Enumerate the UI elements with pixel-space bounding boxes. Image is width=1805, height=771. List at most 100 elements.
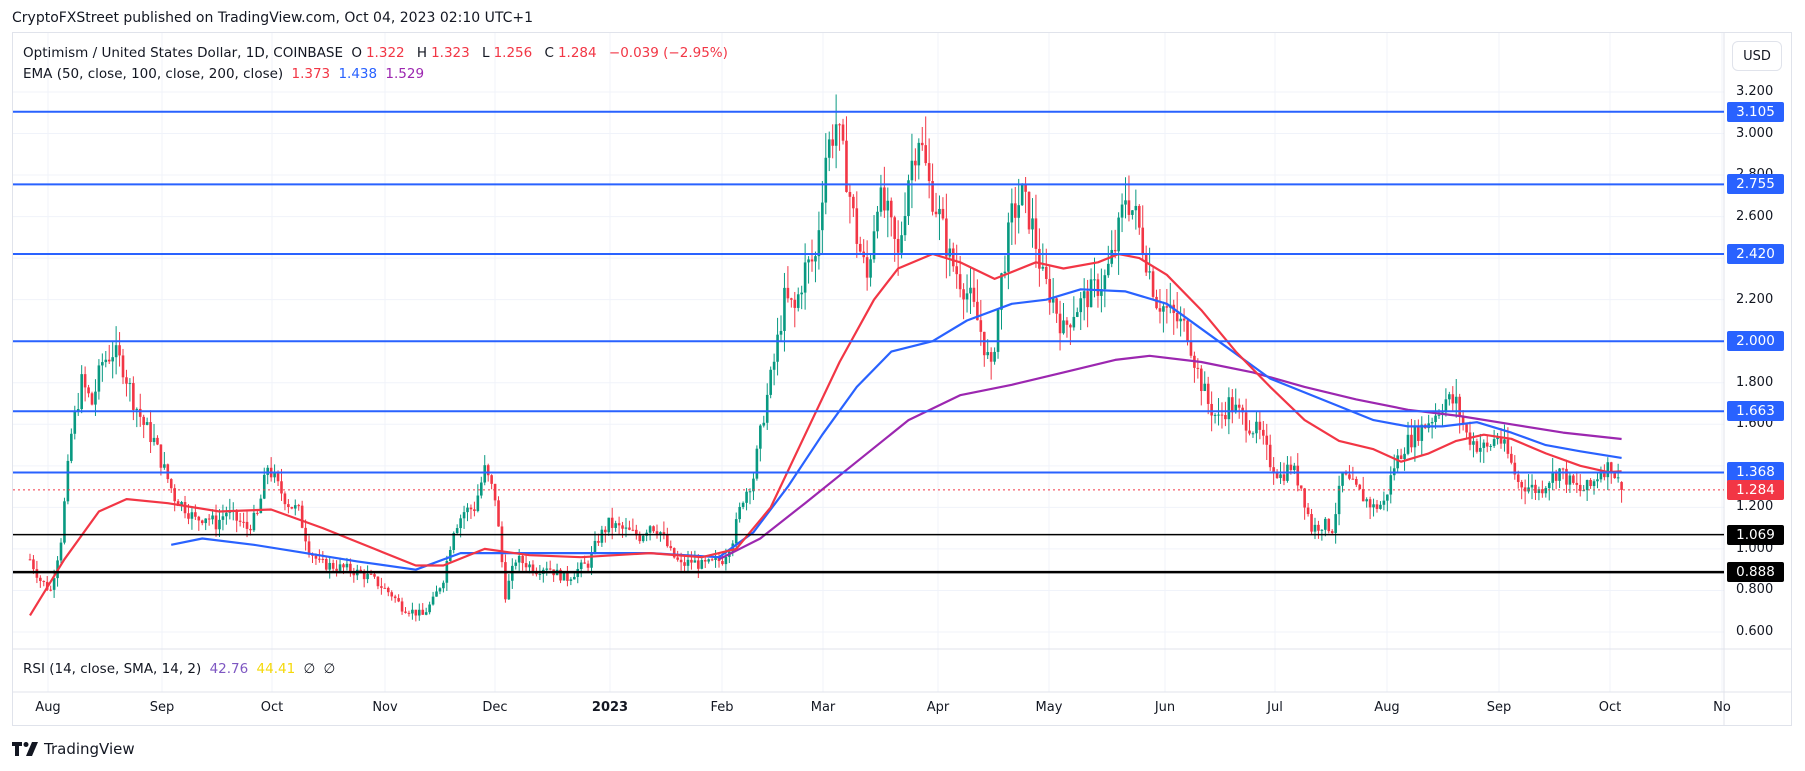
candle-body xyxy=(163,464,166,468)
candle-body xyxy=(652,526,655,532)
candle-body xyxy=(531,564,535,573)
high-label: H xyxy=(416,45,428,61)
candle-body xyxy=(149,422,152,443)
candle-body xyxy=(262,474,266,499)
candle-body xyxy=(173,488,176,502)
candle-body xyxy=(886,200,890,211)
candle-body xyxy=(128,383,132,385)
candle-body xyxy=(1379,504,1382,509)
candle-body xyxy=(221,516,225,520)
candle-body xyxy=(1086,291,1089,308)
candle-body xyxy=(1565,468,1568,485)
price-tick: 3.000 xyxy=(1736,125,1774,141)
candle-body xyxy=(94,391,97,405)
candle-body xyxy=(1575,482,1579,485)
candle-body xyxy=(1024,184,1027,192)
candle-body xyxy=(838,124,841,126)
candle-body xyxy=(1137,205,1141,228)
candle-body xyxy=(1189,341,1193,356)
candle-body xyxy=(824,157,828,203)
candle-body xyxy=(796,294,800,308)
candle-body xyxy=(273,472,276,478)
candle-body xyxy=(335,568,338,571)
candle-body xyxy=(765,394,769,423)
candle-body xyxy=(573,576,576,580)
candle-body xyxy=(900,235,903,253)
candle-body xyxy=(159,444,163,468)
candle-body xyxy=(1293,465,1296,471)
candle-body xyxy=(524,563,528,568)
candle-body xyxy=(938,208,941,215)
candle-body xyxy=(1585,480,1589,491)
candle-body xyxy=(1337,485,1341,515)
candle-body xyxy=(1296,465,1300,486)
candle-body xyxy=(1082,291,1086,299)
candle-body xyxy=(1100,289,1103,296)
candle-body xyxy=(514,562,518,566)
candle-body xyxy=(1213,414,1217,416)
candle-body xyxy=(779,330,783,335)
candle-body xyxy=(211,515,214,520)
candle-body xyxy=(101,362,104,366)
candle-body xyxy=(1306,507,1310,515)
candle-body xyxy=(1268,444,1272,468)
time-tick: No xyxy=(1713,700,1731,715)
candle-body xyxy=(548,568,552,570)
candle-body xyxy=(1251,433,1255,435)
candle-body xyxy=(280,481,283,494)
candle-body xyxy=(1041,266,1045,269)
candle-body xyxy=(538,573,542,575)
level-badge-0.888: 0.888 xyxy=(1727,562,1784,583)
candle-body xyxy=(287,504,290,508)
candle-body xyxy=(1148,271,1151,273)
candle-body xyxy=(1262,429,1265,436)
candle-body xyxy=(1544,488,1548,494)
candle-body xyxy=(1417,426,1420,441)
candle-body xyxy=(648,526,652,533)
candle-body xyxy=(73,411,77,434)
symbol-legend: Optimism / United States Dollar, 1D, COI… xyxy=(23,45,732,61)
time-tick: 2023 xyxy=(591,700,629,715)
candle-body xyxy=(1413,426,1417,448)
time-tick: Aug xyxy=(1374,700,1400,715)
candle-body xyxy=(176,501,180,507)
candle-body xyxy=(1510,453,1513,463)
candle-body xyxy=(366,573,369,580)
candle-body xyxy=(1613,473,1616,479)
candle-body xyxy=(1007,222,1010,272)
time-tick: Dec xyxy=(482,700,508,715)
candle-body xyxy=(1520,481,1523,488)
candle-body xyxy=(1596,479,1599,482)
candle-body xyxy=(1437,414,1441,416)
candle-body xyxy=(1451,394,1455,404)
close-value: 1.284 xyxy=(557,45,597,61)
candle-body xyxy=(318,558,321,560)
candle-body xyxy=(376,576,380,587)
candle-body xyxy=(721,561,724,565)
candle-body xyxy=(1117,217,1120,252)
candle-body xyxy=(1530,484,1534,488)
candle-body xyxy=(1620,482,1623,490)
candle-body xyxy=(1582,490,1585,492)
candle-body xyxy=(1058,313,1062,334)
candle-body xyxy=(59,542,63,561)
candle-body xyxy=(1537,489,1541,494)
candle-body xyxy=(714,558,717,560)
candle-body xyxy=(1234,404,1238,413)
candle-body xyxy=(1203,383,1207,392)
candle-body xyxy=(1372,504,1375,508)
candle-body xyxy=(1454,396,1458,404)
candle-body xyxy=(1499,437,1503,444)
candle-body xyxy=(941,208,945,219)
candle-body xyxy=(717,558,721,562)
candle-body xyxy=(993,351,996,362)
candle-body xyxy=(32,559,35,570)
candle-body xyxy=(473,509,476,512)
candle-body xyxy=(655,531,659,536)
candle-body xyxy=(734,519,738,544)
price-tick: 0.800 xyxy=(1736,582,1774,598)
currency-button[interactable]: USD xyxy=(1732,41,1782,71)
candle-body xyxy=(1248,430,1251,434)
candle-body xyxy=(621,525,624,529)
